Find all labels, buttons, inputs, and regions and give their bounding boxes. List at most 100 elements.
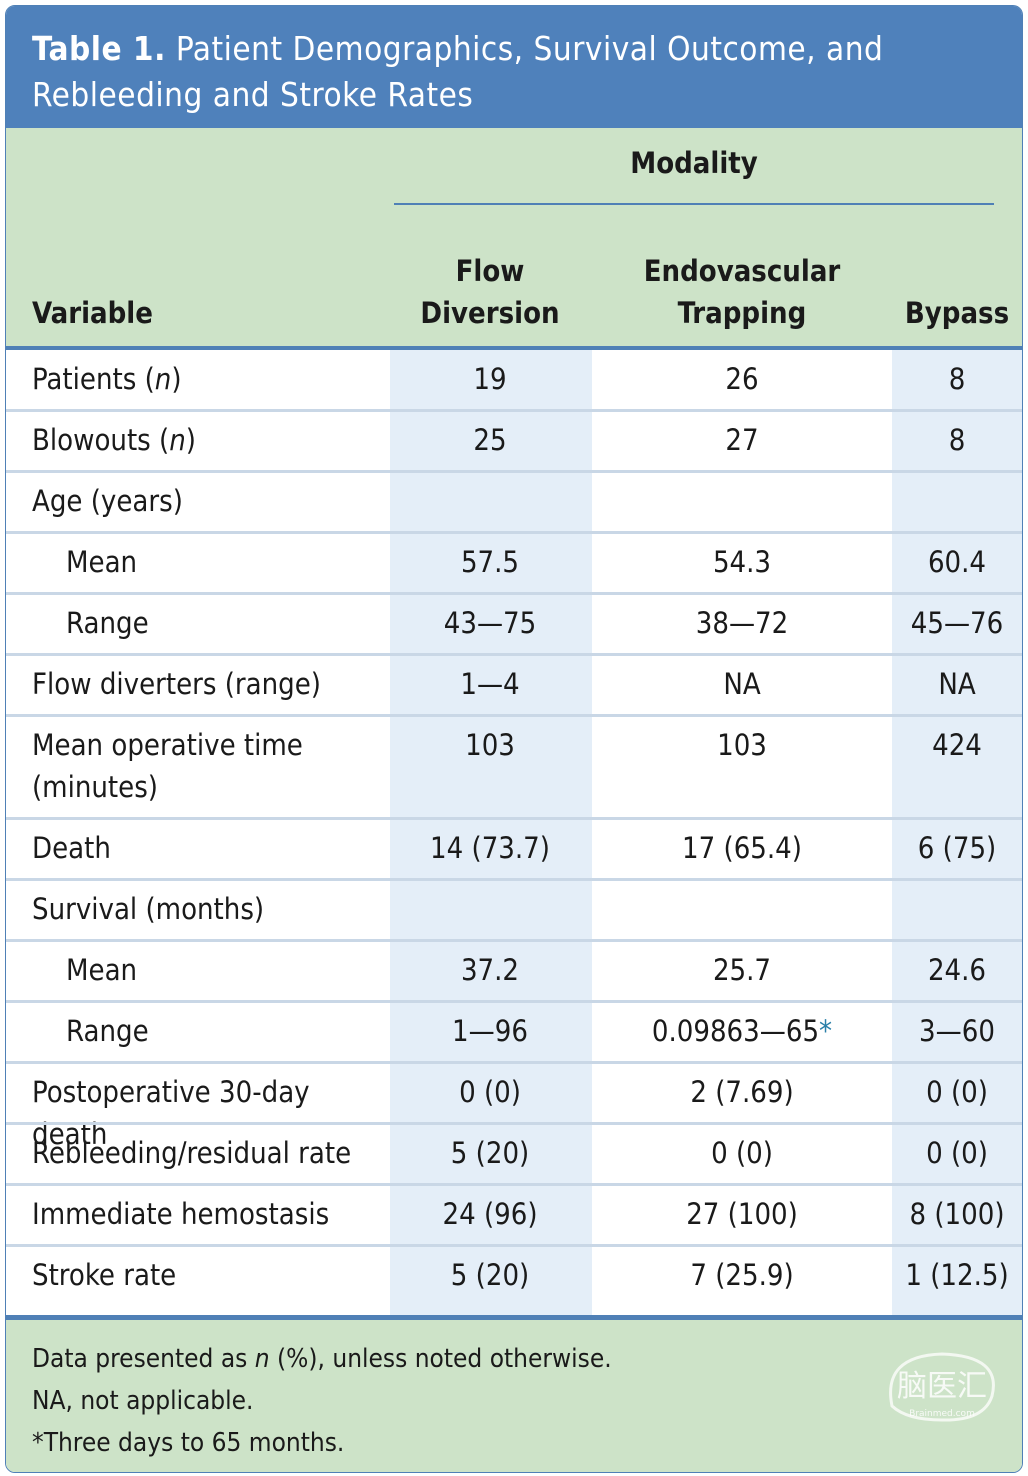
flow-diversion-header-line2: Diversion — [420, 296, 560, 330]
endovascular-trapping-value: NA — [592, 663, 892, 705]
row-label: Blowouts (n) — [32, 419, 392, 461]
endovascular-value-text: 103 — [717, 728, 767, 762]
row-divider — [6, 1183, 1022, 1186]
row-label-text: Postoperative 30-day death — [32, 1075, 310, 1151]
endovascular-value-text: 0.09863—65 — [651, 1014, 820, 1048]
table-header: Modality Variable Flow Diversion Endovas… — [6, 128, 1022, 348]
flow-diversion-value: 1—96 — [452, 1014, 528, 1048]
row-divider — [6, 714, 1022, 717]
row-divider — [6, 592, 1022, 595]
variable-column-header: Variable — [32, 296, 153, 330]
table-row: Mean 37.2 25.7 24.6 — [6, 941, 1022, 1002]
flow-diversion-value: 57.5 — [460, 545, 520, 579]
row-label: Mean — [66, 541, 426, 583]
endovascular-value-text: 27 — [725, 423, 759, 457]
row-label: Mean — [66, 949, 426, 991]
footnote-1-text-end: (%), unless noted otherwise. — [269, 1344, 612, 1374]
flow-diversion-value: 0 (0) — [459, 1075, 521, 1109]
row-divider — [6, 653, 1022, 656]
flow-diversion-value: 37.2 — [460, 953, 520, 987]
flow-diversion-value: 24 (96) — [442, 1197, 538, 1231]
table-row: Mean 57.5 54.3 60.4 — [6, 533, 1022, 594]
row-label: Survival (months) — [32, 888, 392, 930]
footnote-1-italic: n — [254, 1344, 270, 1374]
row-label-text: Survival (months) — [32, 892, 265, 926]
bypass-value: 60.4 — [927, 545, 987, 579]
bypass-column-shade — [892, 350, 1022, 1315]
bypass-value: 0 (0) — [926, 1136, 988, 1170]
modality-group-header: Modality — [630, 146, 758, 180]
table-row: Range 1—96 0.09863—65* 3—60 — [6, 1002, 1022, 1063]
row-divider — [6, 817, 1022, 820]
table-row: Age (years) — [6, 472, 1022, 533]
row-label: Postoperative 30-day death — [32, 1071, 392, 1155]
endovascular-value-text: 26 — [725, 362, 759, 396]
table-row: Mean operative time (minutes) 103 103 424 — [6, 716, 1022, 819]
row-label-text: Immediate hemostasis — [32, 1197, 330, 1231]
row-label: Stroke rate — [32, 1254, 392, 1296]
endovascular-header-line2: Trapping — [677, 296, 807, 330]
table-title: Table 1. Patient Demographics, Survival O… — [32, 26, 992, 118]
endovascular-trapping-value: 2 (7.69) — [592, 1071, 892, 1113]
row-divider — [6, 1061, 1022, 1064]
flow-diversion-column-header: Flow Diversion — [390, 250, 590, 334]
footnote-data-presented: Data presented as n (%), unless noted ot… — [32, 1342, 612, 1376]
table-row: Postoperative 30-day death 0 (0) 2 (7.69) 0… — [6, 1063, 1022, 1151]
row-label-end: ) — [171, 362, 182, 396]
bypass-value: 8 — [948, 362, 966, 396]
bypass-value: 1 (12.5) — [905, 1258, 1009, 1292]
row-divider — [6, 878, 1022, 881]
bypass-value: 424 — [932, 728, 982, 762]
row-label-text: Rebleeding/residual rate — [32, 1136, 352, 1170]
row-label: Range — [66, 1010, 426, 1052]
row-label-text: Range — [66, 606, 149, 640]
endovascular-value-text: 27 (100) — [686, 1197, 798, 1231]
row-divider — [6, 1122, 1022, 1125]
endovascular-value-text: 17 (65.4) — [682, 831, 802, 865]
table-title-bar: Table 1. Patient Demographics, Survival O… — [6, 6, 1022, 128]
table-row: Death 14 (73.7) 17 (65.4) 6 (75) — [6, 819, 1022, 880]
flow-diversion-value: 103 — [465, 728, 515, 762]
table-row: Range 43—75 38—72 45—76 — [6, 594, 1022, 655]
modality-rule — [394, 203, 994, 205]
endovascular-trapping-value: 25.7 — [592, 949, 892, 991]
table-footnotes: Data presented as n (%), unless noted ot… — [6, 1320, 1022, 1472]
endovascular-trapping-value: 54.3 — [592, 541, 892, 583]
row-label-text: Mean operative time — [32, 728, 303, 762]
row-label-text: Age (years) — [32, 484, 183, 518]
row-label: Immediate hemostasis — [32, 1193, 392, 1235]
endovascular-trapping-value: 0.09863—65* — [592, 1010, 892, 1052]
row-label-italic: n — [169, 423, 186, 457]
table-title-line1: Patient Demographics, Survival Outcome, … — [175, 29, 884, 68]
bypass-column-header: Bypass — [904, 296, 1010, 330]
row-label: Mean operative time (minutes) — [32, 724, 392, 808]
table-row: Stroke rate 5 (20) 7 (25.9) 1 (12.5) — [6, 1246, 1022, 1307]
bypass-value: 0 (0) — [926, 1075, 988, 1109]
footnote-marker: * — [819, 1014, 833, 1048]
bypass-value: 8 — [948, 423, 966, 457]
flow-diversion-value: 5 (20) — [450, 1136, 530, 1170]
endovascular-value-text: 2 (7.69) — [690, 1075, 794, 1109]
endovascular-trapping-value: 7 (25.9) — [592, 1254, 892, 1296]
table-row: Blowouts (n) 25 27 8 — [6, 411, 1022, 472]
bottom-rule — [6, 1315, 1022, 1320]
row-label-text: Stroke rate — [32, 1258, 177, 1292]
row-label: Death — [32, 827, 392, 869]
row-label-end: ) — [185, 423, 196, 457]
table-label: Table 1. — [32, 29, 166, 68]
flow-diversion-value: 1—4 — [460, 667, 520, 701]
row-divider — [6, 531, 1022, 534]
flow-diversion-column-shade — [390, 350, 592, 1315]
row-divider — [6, 1244, 1022, 1247]
endovascular-trapping-column-header: Endovascular Trapping — [592, 250, 892, 334]
row-label: Range — [66, 602, 426, 644]
table-row: Survival (months) — [6, 880, 1022, 941]
row-label: Patients (n) — [32, 358, 392, 400]
row-label-italic: n — [154, 362, 172, 396]
table-row: Immediate hemostasis 24 (96) 27 (100) 8 (10… — [6, 1185, 1022, 1246]
brainmed-watermark-logo: 脑医汇 Brainmed.com — [889, 1352, 995, 1422]
endovascular-trapping-value: 38—72 — [592, 602, 892, 644]
watermark-text: 脑医汇 — [897, 1369, 987, 1404]
bypass-value: 3—60 — [919, 1014, 995, 1048]
row-label: Age (years) — [32, 480, 392, 522]
